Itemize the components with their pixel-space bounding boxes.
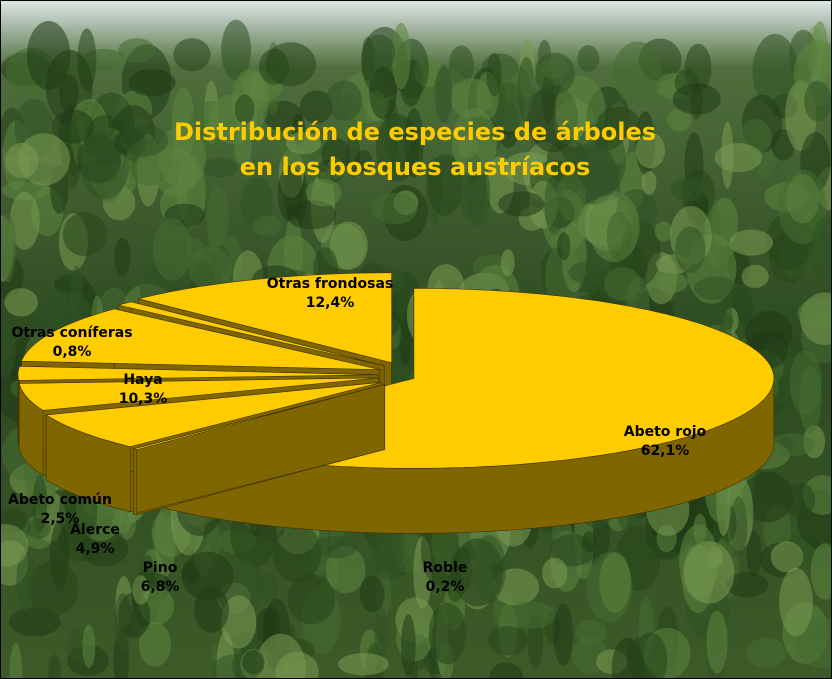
- value-label: 10,3%: [119, 391, 168, 407]
- slice-label: Roble: [423, 560, 468, 576]
- tree: [360, 576, 385, 612]
- value-label: 2,5%: [41, 511, 80, 527]
- slice-label: Abeto rojo: [624, 424, 707, 440]
- chart-title: Distribución de especies de árboles: [174, 118, 656, 146]
- value-label: 12,4%: [306, 295, 355, 311]
- tree: [429, 603, 466, 665]
- tree: [288, 574, 335, 624]
- tree: [5, 288, 38, 316]
- tree: [670, 177, 704, 201]
- tree: [599, 552, 631, 613]
- tree: [326, 81, 363, 121]
- tree: [729, 230, 773, 256]
- slice-label: Pino: [143, 560, 178, 576]
- tree: [314, 536, 358, 559]
- tree: [771, 541, 804, 572]
- tree: [779, 568, 813, 636]
- tree: [63, 212, 107, 256]
- tree: [306, 179, 342, 207]
- value-label: 0,2%: [426, 579, 465, 595]
- tree: [542, 558, 567, 589]
- tree: [182, 552, 234, 601]
- tree: [153, 218, 192, 280]
- slice-label: Haya: [123, 372, 162, 388]
- tree: [673, 83, 721, 114]
- tree: [582, 531, 596, 552]
- chart: Abeto rojo62,1%Roble0,2%Pino6,8%Alerce4,…: [0, 0, 832, 679]
- tree: [114, 238, 131, 276]
- tree: [575, 620, 606, 646]
- tree: [707, 611, 728, 674]
- tree: [27, 561, 78, 616]
- tree: [206, 185, 228, 256]
- tree: [27, 21, 70, 90]
- tree: [363, 35, 395, 72]
- tree: [252, 215, 281, 235]
- tree: [242, 650, 264, 675]
- tree: [790, 350, 822, 414]
- slice-side: [133, 449, 136, 515]
- tree: [18, 133, 70, 185]
- tree: [501, 249, 515, 276]
- value-label: 4,9%: [76, 541, 115, 557]
- tree: [518, 57, 535, 123]
- slice-label: Otras frondosas: [267, 276, 394, 292]
- tree: [693, 514, 706, 545]
- tree: [675, 226, 706, 273]
- tree: [684, 541, 735, 603]
- tree: [120, 125, 168, 157]
- tree: [604, 267, 641, 301]
- tree: [488, 626, 528, 655]
- value-label: 6,8%: [141, 579, 180, 595]
- tree: [554, 604, 573, 666]
- tree: [768, 434, 816, 457]
- tree: [435, 65, 452, 122]
- tree: [642, 171, 657, 195]
- value-label: 0,8%: [53, 344, 92, 360]
- tree: [613, 42, 662, 106]
- slice-label: Otras coníferas: [11, 325, 132, 341]
- tree: [257, 573, 279, 602]
- tree: [557, 232, 570, 260]
- tree: [369, 67, 397, 120]
- tree: [507, 602, 556, 629]
- tree: [742, 265, 769, 288]
- value-label: 62,1%: [641, 443, 690, 459]
- tree: [541, 56, 570, 79]
- chart-title: en los bosques austríacos: [240, 153, 591, 181]
- tree: [498, 191, 544, 216]
- tree: [472, 535, 506, 602]
- tree: [372, 193, 418, 225]
- tree: [401, 614, 416, 676]
- tree: [589, 191, 640, 262]
- tree: [202, 158, 238, 178]
- tree: [578, 45, 600, 72]
- slice-label: Abeto común: [8, 492, 112, 508]
- tree: [338, 653, 389, 675]
- tree: [746, 638, 786, 669]
- tree: [657, 273, 688, 293]
- tree: [173, 38, 210, 71]
- tree: [82, 625, 95, 669]
- tree: [129, 69, 176, 96]
- tree: [374, 606, 388, 661]
- tree: [259, 49, 289, 85]
- tree: [694, 277, 738, 300]
- tree: [487, 53, 502, 97]
- tree: [715, 143, 762, 172]
- tree: [804, 81, 832, 122]
- tree: [786, 483, 815, 518]
- slice-side: [18, 375, 19, 445]
- tree: [655, 221, 673, 241]
